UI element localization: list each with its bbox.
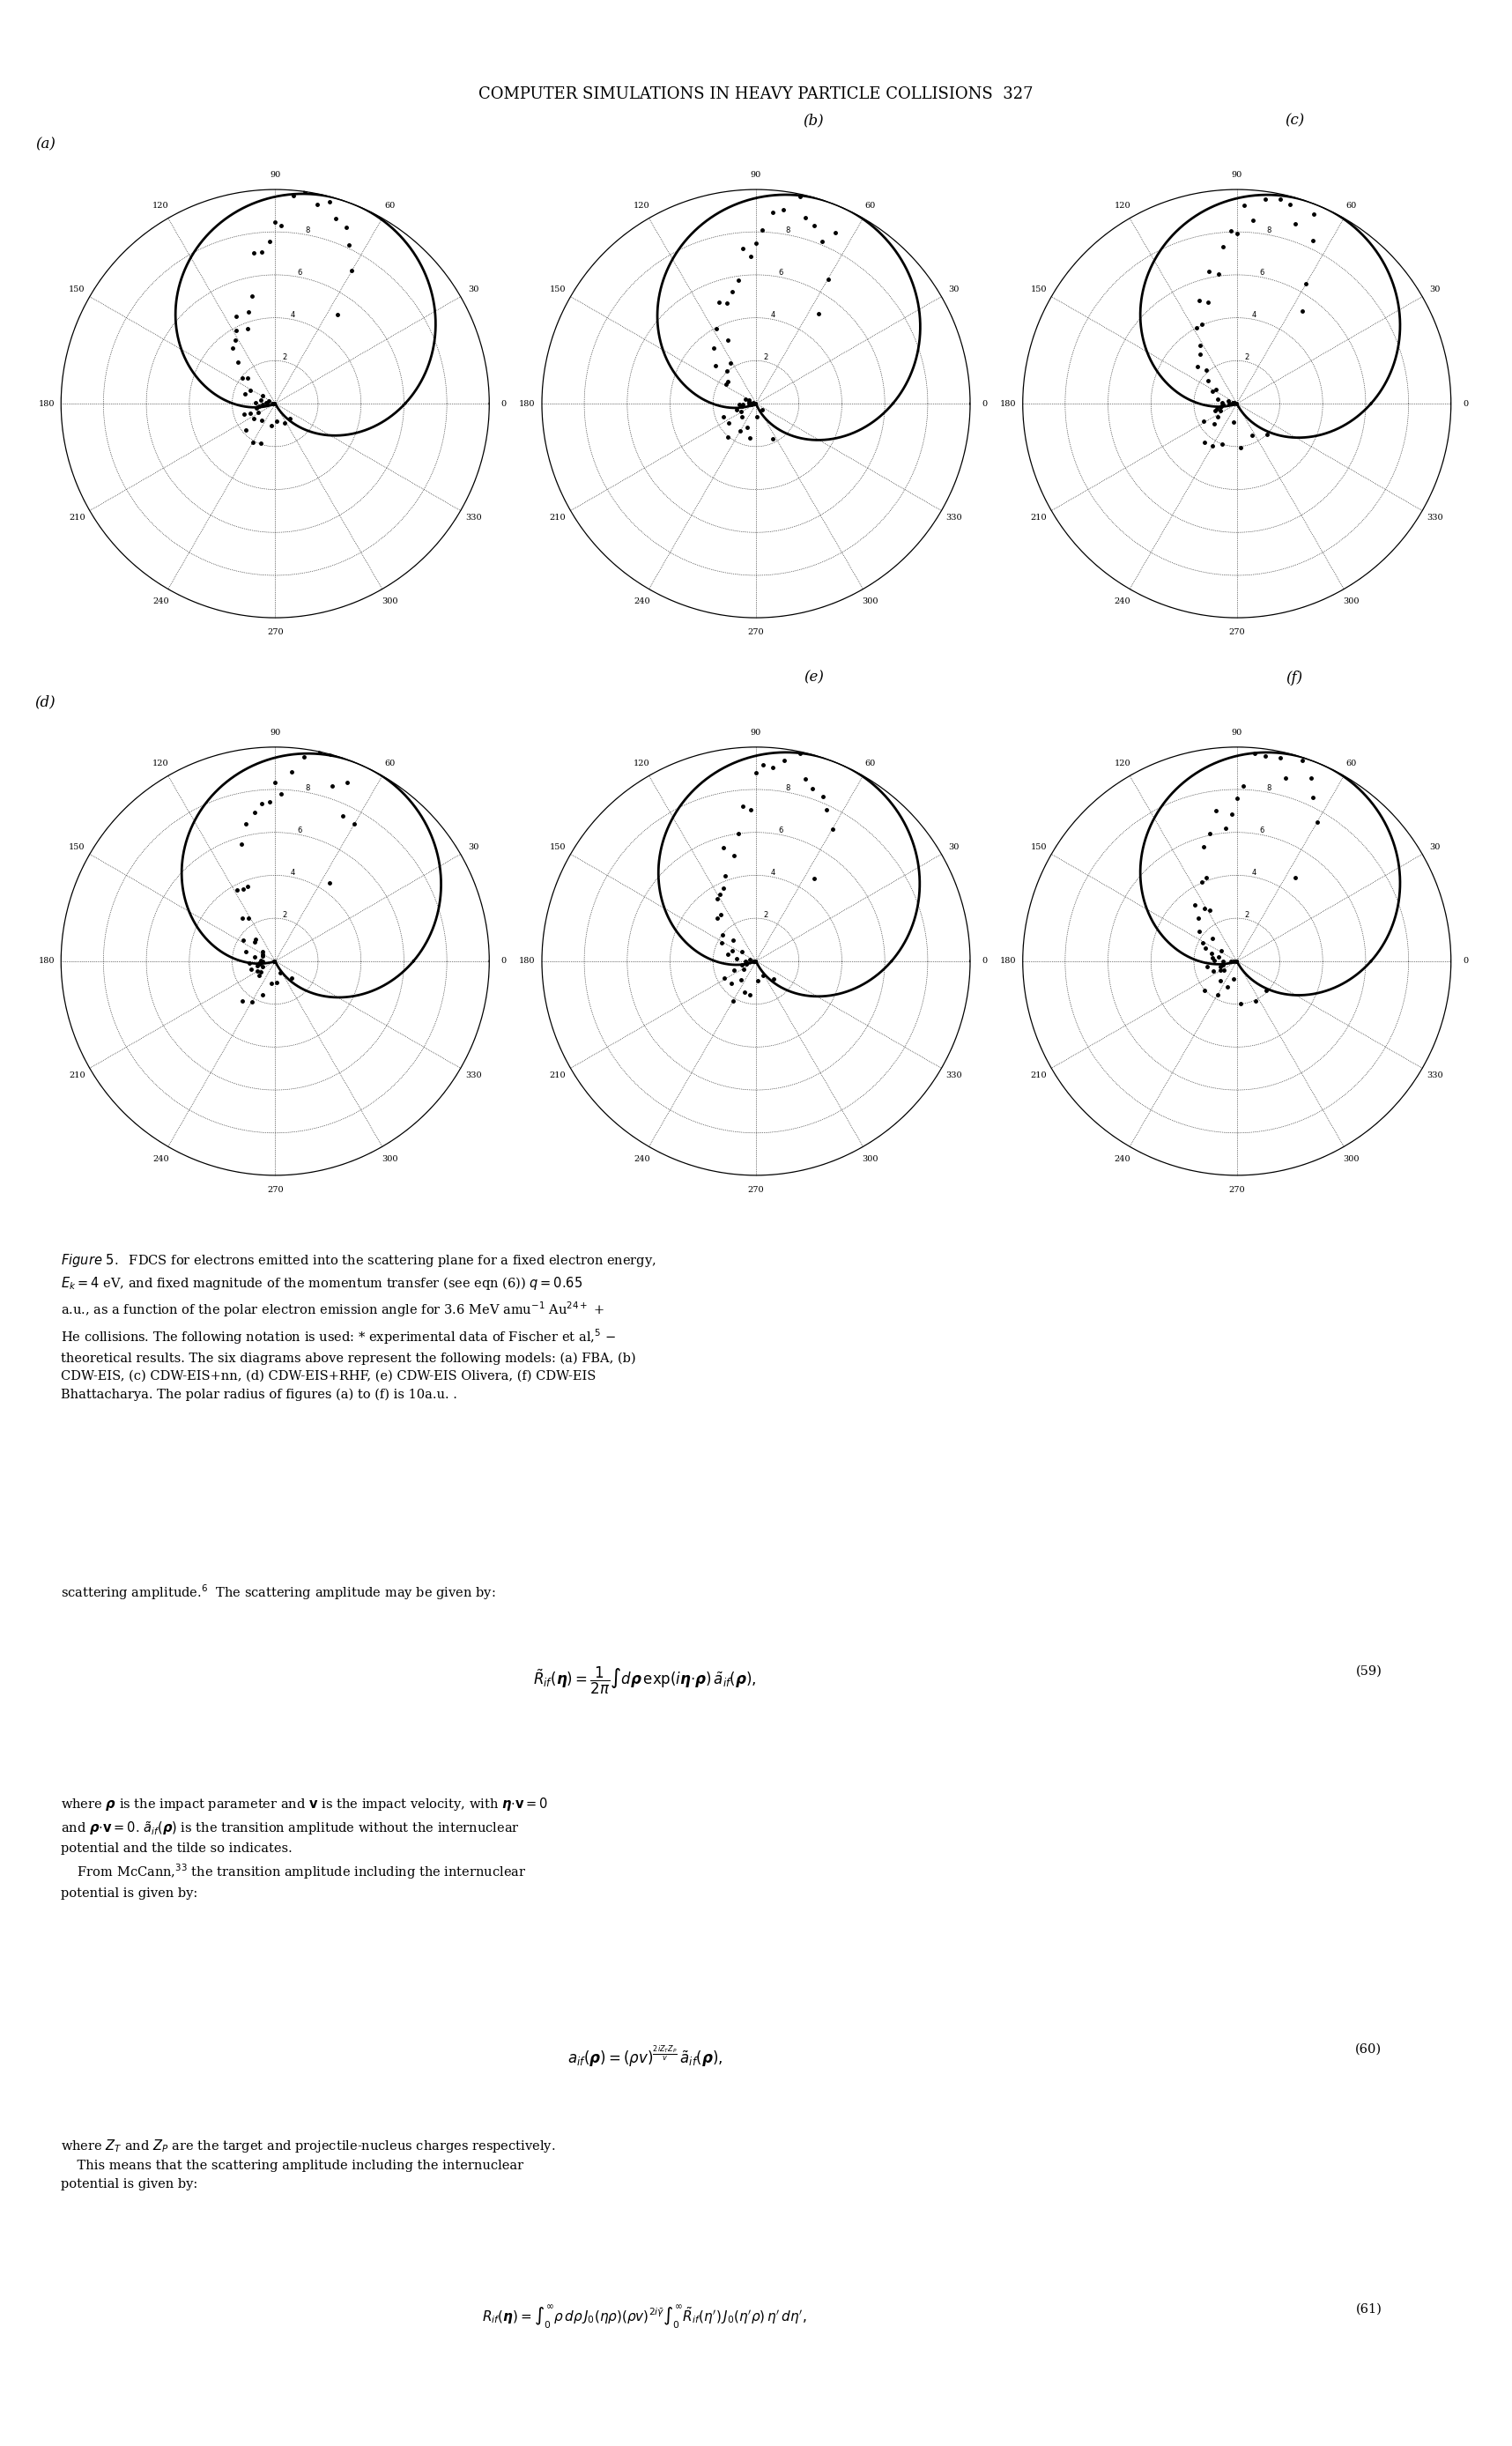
Text: COMPUTER SIMULATIONS IN HEAVY PARTICLE COLLISIONS  327: COMPUTER SIMULATIONS IN HEAVY PARTICLE C… — [479, 86, 1033, 103]
Text: $R_{if}(\boldsymbol{\eta}) = \int_0^{\infty} \rho\,d\rho\,J_0(\eta\rho)(\rho v)^: $R_{if}(\boldsymbol{\eta}) = \int_0^{\in… — [482, 2304, 807, 2331]
Text: $\it{Figure\ 5.}$  FDCS for electrons emitted into the scattering plane for a fi: $\it{Figure\ 5.}$ FDCS for electrons emi… — [60, 1252, 656, 1402]
Text: $a_{if}(\boldsymbol{\rho}) = (\rho v)^{\frac{2iZ_TZ_P}{v}}\,\tilde{a}_{if}(\bold: $a_{if}(\boldsymbol{\rho}) = (\rho v)^{\… — [567, 2042, 723, 2069]
Text: scattering amplitude.$^{6}$  The scattering amplitude may be given by:: scattering amplitude.$^{6}$ The scatteri… — [60, 1583, 496, 1602]
Text: (b): (b) — [803, 113, 824, 127]
Text: (f): (f) — [1285, 670, 1303, 685]
Text: (61): (61) — [1356, 2304, 1382, 2316]
Text: where $Z_T$ and $Z_P$ are the target and projectile-nucleus charges respectively: where $Z_T$ and $Z_P$ are the target and… — [60, 2138, 555, 2189]
Text: (d): (d) — [35, 695, 56, 709]
Text: where $\boldsymbol{\rho}$ is the impact parameter and $\mathbf{v}$ is the impact: where $\boldsymbol{\rho}$ is the impact … — [60, 1795, 547, 1898]
Text: (a): (a) — [35, 137, 56, 152]
Text: (60): (60) — [1355, 2042, 1382, 2055]
Text: (59): (59) — [1356, 1666, 1382, 1678]
Text: (c): (c) — [1285, 113, 1305, 127]
Text: (e): (e) — [803, 670, 824, 685]
Text: $\tilde{R}_{if}(\boldsymbol{\eta}) = \dfrac{1}{2\pi} \int d\boldsymbol{\rho}\,\e: $\tilde{R}_{if}(\boldsymbol{\eta}) = \df… — [534, 1666, 756, 1698]
